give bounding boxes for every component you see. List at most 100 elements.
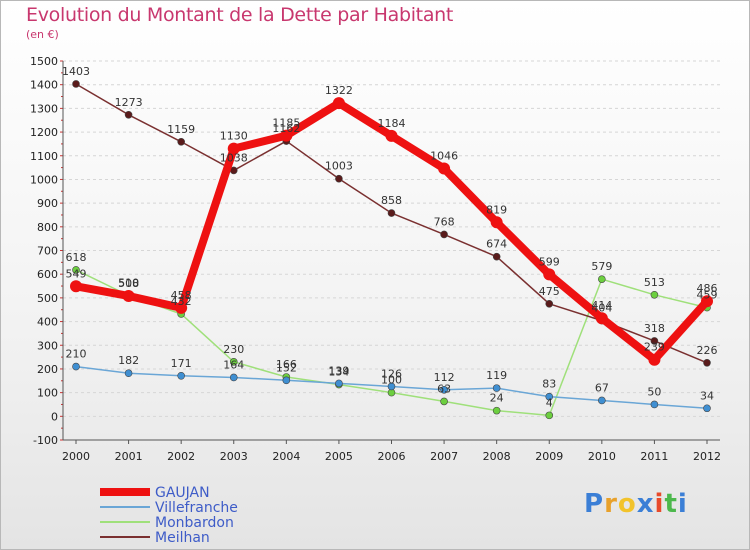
y-tick-label: 1100: [30, 150, 58, 163]
data-label-villefranche: 34: [700, 389, 714, 402]
point-villefranche: [440, 385, 448, 394]
y-tick-label: 600: [37, 268, 58, 281]
logo-letter: t: [664, 489, 678, 519]
point-meilhan: [703, 358, 711, 367]
data-label-meilhan: 1003: [325, 160, 353, 173]
data-label-gaujan: 1046: [430, 150, 458, 163]
chart-title: Evolution du Montant de la Dette par Hab…: [26, 4, 454, 26]
data-label-monbardon: 100: [381, 374, 402, 387]
x-tick-label: 2005: [325, 450, 353, 463]
data-label-villefranche: 126: [381, 367, 402, 380]
point-gaujan: [438, 162, 451, 175]
point-villefranche: [124, 369, 133, 378]
data-label-monbardon: 618: [66, 251, 87, 264]
data-label-monbardon: 134: [328, 366, 349, 379]
y-tick-label: 1200: [30, 126, 58, 139]
data-label-villefranche: 152: [276, 361, 297, 374]
y-tick-label: 1300: [30, 102, 58, 115]
y-tick-label: 800: [37, 221, 58, 234]
point-villefranche: [335, 379, 343, 388]
point-meilhan: [545, 299, 554, 308]
data-label-gaujan: 1185: [272, 117, 300, 130]
data-label-villefranche: 164: [223, 358, 244, 371]
data-label-meilhan: 475: [539, 285, 560, 298]
y-tick-label: 1400: [30, 79, 58, 92]
point-villefranche: [598, 396, 606, 405]
data-label-meilhan: 1038: [220, 151, 248, 164]
data-label-meilhan: 318: [644, 322, 665, 335]
data-label-villefranche: 67: [595, 381, 609, 394]
point-gaujan: [280, 129, 293, 142]
point-meilhan: [72, 80, 80, 88]
data-label-monbardon: 459: [697, 289, 718, 302]
data-label-monbardon: 513: [644, 276, 665, 289]
y-tick-label: 1000: [30, 173, 58, 186]
point-meilhan: [492, 252, 501, 261]
point-meilhan: [440, 230, 448, 239]
point-gaujan: [648, 353, 661, 366]
x-tick-label: 2008: [483, 450, 511, 463]
point-gaujan: [543, 268, 556, 281]
point-meilhan: [124, 110, 133, 119]
point-monbardon: [492, 406, 501, 415]
data-label-meilhan: 858: [381, 194, 402, 207]
x-tick-label: 2010: [588, 450, 616, 463]
y-tick-label: 200: [37, 363, 58, 376]
point-monbardon: [72, 266, 80, 274]
data-label-meilhan: 768: [434, 215, 455, 228]
point-monbardon: [229, 358, 238, 366]
point-monbardon: [598, 275, 606, 283]
data-label-gaujan: 549: [66, 267, 87, 280]
x-tick-label: 2004: [272, 450, 300, 463]
logo-letter: i: [654, 489, 665, 519]
data-label-meilhan: 674: [486, 238, 507, 251]
logo-letter: o: [617, 489, 637, 519]
point-monbardon: [545, 411, 554, 420]
point-gaujan: [175, 301, 188, 314]
x-tick-label: 2002: [167, 450, 195, 463]
y-tick-label: 1500: [30, 55, 58, 68]
point-villefranche: [545, 392, 554, 401]
logo-letter: r: [604, 489, 618, 519]
data-label-gaujan: 486: [697, 282, 718, 295]
legend-label-gaujan: GAUJAN: [155, 485, 210, 501]
data-label-gaujan: 599: [539, 255, 560, 268]
x-tick-label: 2006: [378, 450, 406, 463]
data-label-villefranche: 171: [171, 357, 192, 370]
data-label-meilhan: 1273: [115, 96, 143, 109]
data-label-monbardon: 4: [546, 396, 553, 409]
y-tick-label: 400: [37, 316, 58, 329]
point-villefranche: [72, 362, 80, 371]
x-tick-label: 2012: [693, 450, 721, 463]
data-label-meilhan: 1162: [272, 122, 300, 135]
point-gaujan: [122, 289, 135, 302]
chart-subtitle: (en €): [26, 28, 59, 41]
logo-letter: i: [677, 489, 688, 519]
data-label-villefranche: 50: [647, 385, 661, 398]
data-label-gaujan: 1184: [378, 117, 406, 130]
point-villefranche: [387, 382, 396, 391]
point-meilhan: [650, 337, 659, 345]
series-layer: [70, 80, 713, 420]
data-label-gaujan: 239: [644, 341, 665, 354]
logo-letter: P: [584, 489, 605, 519]
point-gaujan: [332, 97, 345, 110]
point-gaujan: [70, 280, 82, 293]
data-label-gaujan: 1130: [220, 130, 248, 143]
y-tick-label: 500: [37, 292, 58, 305]
data-label-gaujan: 508: [118, 277, 139, 290]
data-label-monbardon: 24: [490, 392, 504, 405]
data-label-villefranche: 210: [66, 348, 87, 361]
data-label-monbardon: 579: [591, 260, 612, 273]
point-gaujan: [595, 312, 608, 325]
y-tick-label: 100: [37, 387, 58, 400]
data-label-gaujan: 414: [591, 299, 612, 312]
data-label-meilhan: 404: [591, 302, 612, 315]
x-tick-label: 2009: [535, 450, 563, 463]
data-label-gaujan: 819: [486, 203, 507, 216]
point-meilhan: [387, 209, 396, 217]
point-monbardon: [440, 397, 448, 406]
point-meilhan: [335, 174, 343, 183]
